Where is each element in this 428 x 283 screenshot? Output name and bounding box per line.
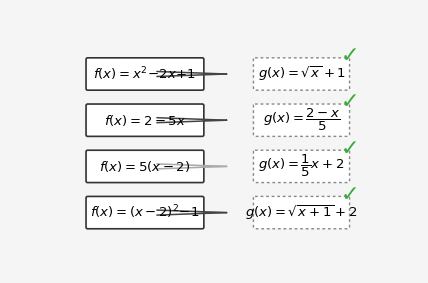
FancyBboxPatch shape [86, 196, 204, 229]
Text: $g(x)=\dfrac{2-x}{5}$: $g(x)=\dfrac{2-x}{5}$ [263, 107, 340, 133]
FancyBboxPatch shape [86, 150, 204, 183]
Text: $g(x)=\sqrt{x}+1$: $g(x)=\sqrt{x}+1$ [258, 65, 345, 83]
Text: $f(x)=x^2\!-\!2x\!+\!1$: $f(x)=x^2\!-\!2x\!+\!1$ [93, 65, 196, 83]
FancyBboxPatch shape [86, 58, 204, 90]
Text: ✓: ✓ [340, 139, 359, 159]
Text: ✓: ✓ [340, 185, 359, 205]
Text: $f(x)=(x-2)^2\!-\!1$: $f(x)=(x-2)^2\!-\!1$ [90, 204, 200, 221]
FancyBboxPatch shape [253, 58, 350, 90]
FancyBboxPatch shape [253, 150, 350, 183]
FancyBboxPatch shape [86, 104, 204, 136]
Text: $g(x)=\sqrt{x+1}+2$: $g(x)=\sqrt{x+1}+2$ [245, 203, 358, 222]
Text: $f(x)=2-5x$: $f(x)=2-5x$ [104, 113, 186, 128]
Text: $g(x)=\dfrac{1}{5}x+2$: $g(x)=\dfrac{1}{5}x+2$ [259, 153, 345, 179]
Text: ✓: ✓ [340, 46, 359, 66]
Text: ✓: ✓ [340, 93, 359, 112]
FancyBboxPatch shape [253, 196, 350, 229]
FancyBboxPatch shape [253, 104, 350, 136]
Text: $f(x)=5(x-2)$: $f(x)=5(x-2)$ [99, 159, 190, 174]
